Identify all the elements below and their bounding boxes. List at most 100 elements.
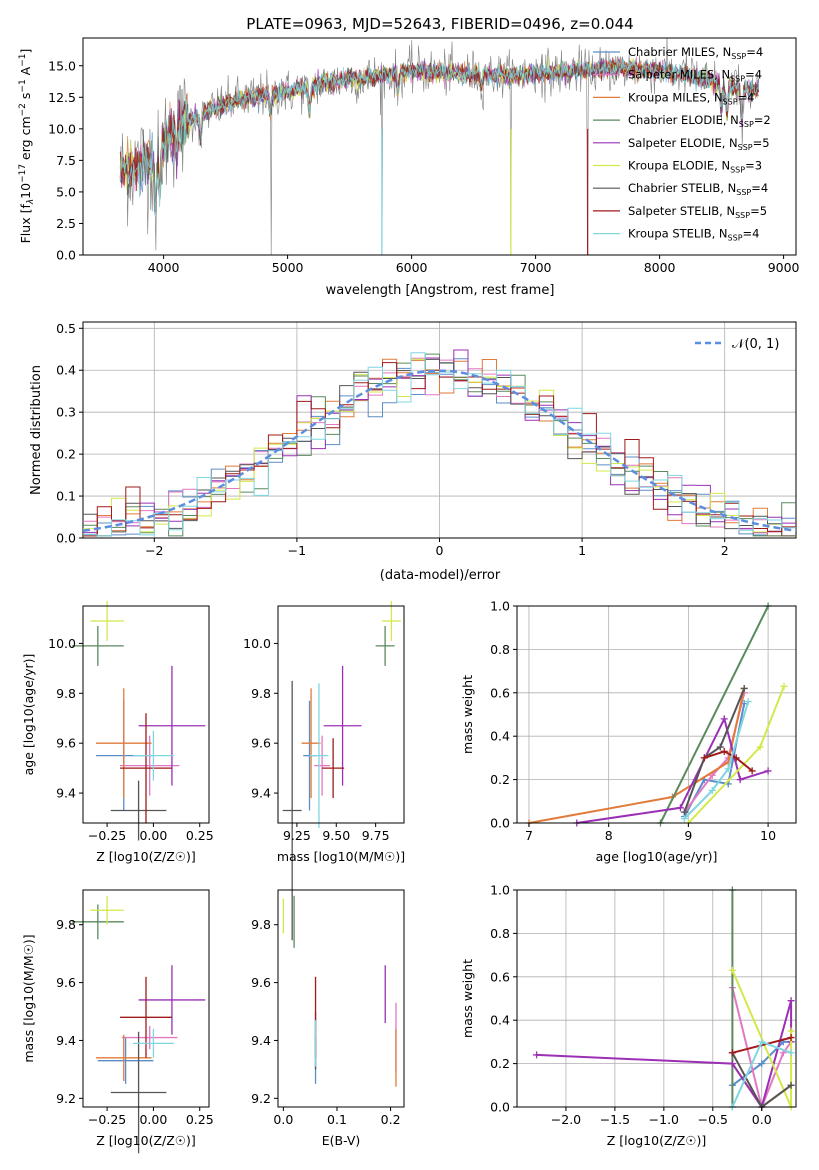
weight-marker — [680, 815, 688, 823]
legend-label-0: Chabrier MILES, NSSP=4 — [628, 45, 763, 61]
weight-marker — [728, 966, 736, 974]
x-tick-label: 0.2 — [381, 1112, 401, 1127]
spectrum-ylabel: Flux [fλ10−17 erg cm−2 s−1 A−1] — [18, 49, 36, 244]
panel-xlabel: age [log10(age/yr)] — [596, 849, 718, 864]
errorbar-point-1 — [314, 735, 330, 796]
weight-marker — [724, 765, 732, 773]
x-tick-label: 9000 — [768, 260, 800, 275]
errorbar-point-1 — [120, 735, 180, 796]
errorbar-point-3 — [375, 625, 395, 666]
x-tick-label: 8 — [605, 828, 613, 843]
weight-marker — [787, 1081, 795, 1089]
y-tick-label: 0.2 — [490, 1056, 510, 1071]
age-vs-mass-panel: 9.25 9.50 9.75 9.4 9.6 9.8 10.0 mass [log10(M/M… — [243, 601, 405, 941]
residuals-panel: −2 −1 0 1 2 0.0 0.1 0.2 0.3 0.4 0.5 𝒩(0, 1) (data-… — [29, 321, 797, 583]
panel-xlabel: Z [log10(Z/Z☉)] — [96, 1133, 196, 1148]
x-tick-label: 9.75 — [362, 828, 390, 843]
x-tick-label: 7000 — [520, 260, 552, 275]
y-tick-label: 9.6 — [251, 975, 271, 990]
weight-line-7 — [703, 750, 753, 772]
y-tick-label: 1.0 — [490, 599, 510, 614]
x-tick-label: 0.0 — [273, 1112, 293, 1127]
mass-vs-Z-panel: −0.25 0.00 0.25 9.2 9.4 9.6 9.8 Z [log10(Z/Z☉)]… — [21, 889, 214, 1154]
y-tick-label: 0.0 — [490, 816, 510, 831]
residual-hist-8 — [83, 352, 796, 537]
axes-frame — [82, 37, 797, 256]
y-tick-label: 0.6 — [490, 969, 510, 984]
x-tick-label: −2.0 — [551, 1112, 581, 1127]
y-tick-label: 9.2 — [251, 1091, 271, 1106]
weight-marker — [736, 776, 744, 784]
errorbar-point-8 — [133, 730, 174, 781]
x-tick-label: −0.5 — [698, 1112, 728, 1127]
x-tick-label: −0.25 — [88, 1112, 126, 1127]
weight-marker — [680, 808, 688, 816]
errorbar-point-5 — [381, 601, 401, 641]
y-tick-label: 15.0 — [48, 58, 76, 73]
y-tick-label: 9.6 — [56, 736, 76, 751]
mass-vs-ebv-panel: 0.0 0.1 0.2 9.2 9.4 9.6 9.8 E(B-V) — [251, 889, 405, 1148]
weight-marker — [728, 1049, 736, 1057]
y-tick-label: 10.0 — [243, 636, 271, 651]
residual-hist-6 — [83, 358, 796, 537]
weight-marker — [744, 697, 752, 705]
legend-label-4: Salpeter ELODIE, NSSP=5 — [628, 136, 770, 152]
axes-frame — [82, 605, 210, 824]
normal-curve-legend-label: 𝒩(0, 1) — [732, 337, 779, 352]
x-tick-label: 0.25 — [186, 828, 214, 843]
residuals-ylabel: Normed distribution — [29, 365, 44, 495]
errorbar-point-7 — [322, 738, 345, 799]
weight-marker — [700, 754, 708, 762]
errorbar-point-4 — [323, 665, 362, 786]
x-tick-label: 4000 — [148, 260, 180, 275]
weight-marker — [764, 767, 772, 775]
panel-xlabel: Z [log10(Z/Z☉)] — [607, 1133, 707, 1148]
y-tick-label: 0.2 — [56, 447, 76, 462]
panel-ylabel: age [log10(age/yr)] — [21, 654, 36, 776]
x-tick-label: 0.1 — [327, 1112, 347, 1127]
y-tick-label: 9.8 — [251, 686, 271, 701]
weight-marker — [787, 1049, 795, 1057]
y-tick-label: 0.4 — [490, 729, 510, 744]
spectrum-curves — [119, 38, 759, 255]
residual-histograms — [83, 349, 796, 537]
y-tick-label: 0.4 — [490, 1013, 510, 1028]
legend-label-3: Chabrier ELODIE, NSSP=2 — [628, 113, 771, 129]
y-tick-label: 0.0 — [56, 531, 76, 546]
errorbar-point-4 — [138, 965, 206, 1035]
weight-marker — [756, 743, 764, 751]
legend-label-2: Kroupa MILES, NSSP=4 — [628, 90, 754, 106]
y-tick-label: 12.5 — [48, 90, 76, 105]
spectrum-legend: Chabrier MILES, NSSP=4 Salpeter MILES, NS… — [593, 45, 771, 243]
y-tick-label: 9.8 — [56, 917, 76, 932]
y-tick-label: 0.6 — [490, 685, 510, 700]
weight-marker — [708, 786, 716, 794]
x-tick-label: 7 — [525, 828, 533, 843]
weight-marker — [758, 1038, 766, 1046]
y-tick-label: 0.0 — [56, 248, 76, 263]
x-tick-label: 1 — [578, 543, 586, 558]
residual-hist-4 — [83, 349, 796, 537]
errorbar-point-4 — [138, 665, 206, 786]
y-tick-label: 9.8 — [56, 686, 76, 701]
errorbar-point-3 — [71, 625, 124, 666]
panel-xlabel: E(B-V) — [322, 1133, 361, 1148]
weight-marker — [728, 1060, 736, 1068]
weight-marker — [787, 1034, 795, 1042]
y-tick-label: 9.6 — [251, 736, 271, 751]
y-tick-label: 9.4 — [56, 1033, 76, 1048]
weight-line-3 — [659, 605, 769, 824]
errorbar-point-5 — [90, 601, 124, 641]
weight-marker — [720, 715, 728, 723]
legend-label-1: Salpeter MILES, NSSP=4 — [628, 68, 762, 84]
y-tick-label: 5.0 — [56, 184, 76, 199]
legend-label-5: Kroupa ELODIE, NSSP=3 — [628, 159, 762, 175]
errorbar-point-6 — [110, 1031, 167, 1154]
errorbar-point-8 — [309, 683, 329, 828]
weight-marker — [732, 754, 740, 762]
errorbar-point-7 — [120, 713, 172, 823]
weight-marker — [720, 747, 728, 755]
y-tick-label: 9.4 — [251, 786, 271, 801]
x-tick-label: 5000 — [272, 260, 304, 275]
legend-label-7: Salpeter STELIB, NSSP=5 — [628, 204, 767, 220]
